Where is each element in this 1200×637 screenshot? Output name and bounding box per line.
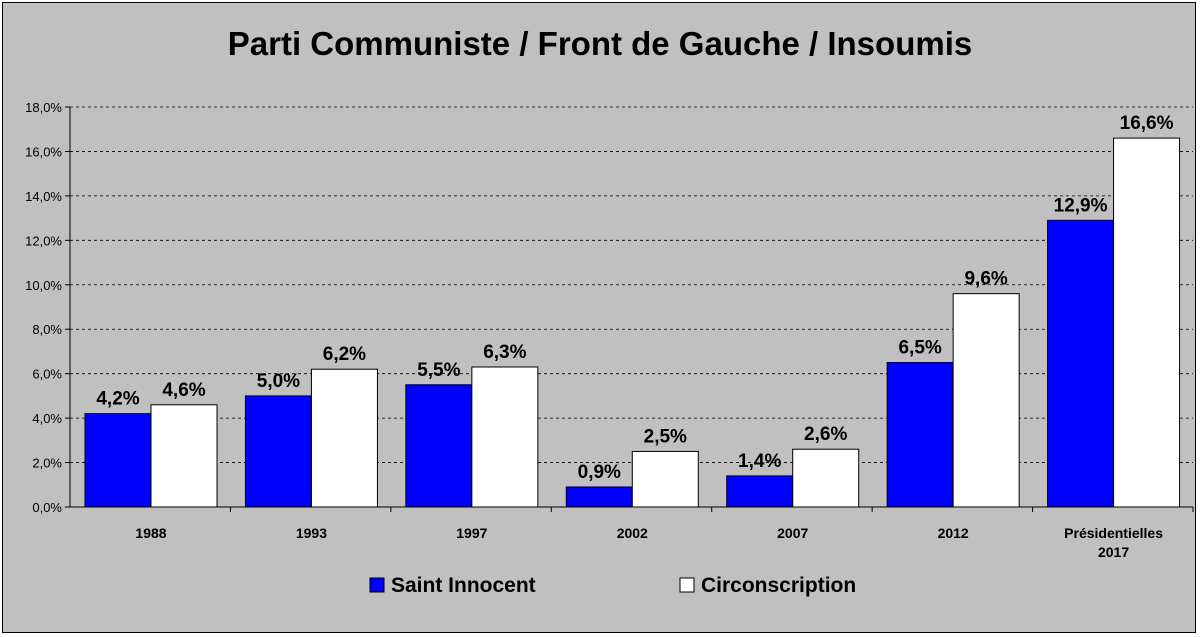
y-tick-label: 14,0% — [25, 189, 62, 204]
legend-label: Circonscription — [701, 574, 856, 597]
bar — [1113, 137, 1181, 508]
data-label: 6,5% — [898, 338, 941, 359]
bar — [886, 362, 954, 508]
y-tick-label: 12,0% — [25, 233, 62, 248]
y-tick-label: 2,0% — [32, 456, 62, 471]
data-label: 5,5% — [417, 360, 460, 381]
bar — [631, 450, 699, 508]
bar — [150, 404, 218, 508]
bar — [952, 293, 1020, 508]
data-label: 16,6% — [1120, 113, 1174, 134]
bar — [405, 384, 473, 508]
bar — [565, 486, 633, 508]
data-label: 9,6% — [964, 269, 1007, 290]
y-tick-label: 8,0% — [32, 322, 62, 337]
bar-chart: 0,0% 2,0% 4,0% 6,0% 8,0% 10,0% 12,0% 14,0% 16,0%… — [25, 100, 1194, 597]
bar — [84, 413, 152, 508]
data-label: 2,5% — [644, 426, 687, 447]
y-tick-label: 16,0% — [25, 144, 62, 159]
bar — [310, 368, 378, 508]
bar — [726, 475, 794, 508]
data-label: 12,9% — [1054, 195, 1108, 216]
data-label: 4,6% — [162, 380, 205, 401]
y-tick-label: 4,0% — [32, 411, 62, 426]
x-tick-label: 2017 — [1098, 544, 1129, 560]
data-label: 2,6% — [804, 424, 847, 445]
data-label: 5,0% — [257, 371, 300, 392]
x-tick-label: Présidentielles — [1064, 525, 1163, 541]
y-tick-label: 18,0% — [25, 100, 62, 115]
legend-swatch — [369, 577, 385, 593]
data-label: 6,2% — [323, 344, 366, 365]
bar — [471, 366, 539, 508]
x-tick-label: 1997 — [456, 525, 487, 541]
legend-label: Saint Innocent — [391, 574, 536, 597]
data-label: 0,9% — [578, 462, 621, 483]
x-tick-label: 1993 — [296, 525, 327, 541]
x-tick-label: 2007 — [777, 525, 808, 541]
bar — [792, 448, 860, 508]
x-tick-label: 2012 — [938, 525, 969, 541]
bar — [244, 395, 312, 508]
data-label: 6,3% — [483, 342, 526, 363]
y-tick-label: 0,0% — [32, 500, 62, 515]
bar — [1047, 219, 1115, 508]
y-tick-label: 10,0% — [25, 278, 62, 293]
y-tick-label: 6,0% — [32, 367, 62, 382]
legend-swatch — [679, 577, 695, 593]
x-tick-label: 2002 — [617, 525, 648, 541]
x-tick-label: 1988 — [135, 525, 166, 541]
data-label: 4,2% — [96, 389, 139, 410]
data-label: 1,4% — [738, 451, 781, 472]
chart-title: Parti Communiste / Front de Gauche / Ins… — [227, 25, 973, 62]
